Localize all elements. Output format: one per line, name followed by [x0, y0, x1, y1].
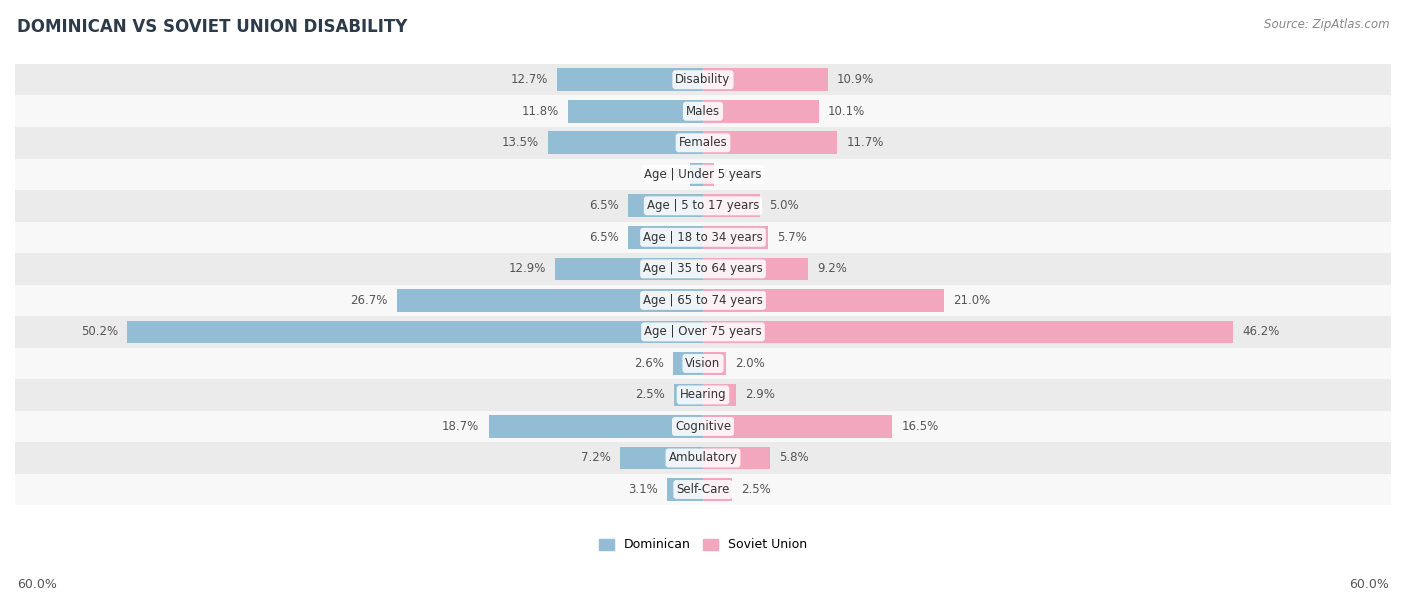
Bar: [703, 321, 1233, 343]
Text: Age | Under 5 years: Age | Under 5 years: [644, 168, 762, 181]
Bar: [675, 384, 703, 406]
Text: 7.2%: 7.2%: [582, 452, 612, 465]
Bar: [668, 478, 703, 501]
Bar: [703, 384, 737, 406]
Bar: [396, 289, 703, 312]
Text: 21.0%: 21.0%: [953, 294, 990, 307]
Text: Age | 5 to 17 years: Age | 5 to 17 years: [647, 200, 759, 212]
Bar: [690, 163, 703, 185]
Text: 10.1%: 10.1%: [828, 105, 865, 118]
Text: 10.9%: 10.9%: [837, 73, 875, 86]
Bar: [15, 64, 1391, 95]
Bar: [703, 258, 808, 280]
Bar: [703, 195, 761, 217]
Text: Age | 65 to 74 years: Age | 65 to 74 years: [643, 294, 763, 307]
Bar: [15, 379, 1391, 411]
Text: 5.8%: 5.8%: [779, 452, 808, 465]
Bar: [568, 100, 703, 122]
Bar: [703, 69, 828, 91]
Text: Cognitive: Cognitive: [675, 420, 731, 433]
Text: Self-Care: Self-Care: [676, 483, 730, 496]
Bar: [15, 159, 1391, 190]
Text: 46.2%: 46.2%: [1241, 326, 1279, 338]
Text: Age | 18 to 34 years: Age | 18 to 34 years: [643, 231, 763, 244]
Text: 26.7%: 26.7%: [350, 294, 388, 307]
Bar: [15, 348, 1391, 379]
Bar: [15, 253, 1391, 285]
Text: 3.1%: 3.1%: [628, 483, 658, 496]
Text: Age | 35 to 64 years: Age | 35 to 64 years: [643, 263, 763, 275]
Bar: [620, 447, 703, 469]
Bar: [555, 258, 703, 280]
Text: 0.95%: 0.95%: [723, 168, 761, 181]
Bar: [128, 321, 703, 343]
Text: 11.7%: 11.7%: [846, 136, 884, 149]
Bar: [15, 285, 1391, 316]
Bar: [488, 415, 703, 438]
Bar: [703, 352, 725, 375]
Text: 9.2%: 9.2%: [818, 263, 848, 275]
Text: 60.0%: 60.0%: [1350, 578, 1389, 591]
Text: Vision: Vision: [685, 357, 721, 370]
Legend: Dominican, Soviet Union: Dominican, Soviet Union: [593, 534, 813, 556]
Bar: [703, 132, 837, 154]
Text: 13.5%: 13.5%: [502, 136, 538, 149]
Bar: [15, 222, 1391, 253]
Bar: [15, 95, 1391, 127]
Bar: [628, 226, 703, 248]
Bar: [703, 163, 714, 185]
Bar: [15, 411, 1391, 442]
Bar: [703, 289, 943, 312]
Bar: [15, 190, 1391, 222]
Text: 5.7%: 5.7%: [778, 231, 807, 244]
Bar: [15, 442, 1391, 474]
Text: 2.0%: 2.0%: [735, 357, 765, 370]
Bar: [703, 100, 818, 122]
Text: Females: Females: [679, 136, 727, 149]
Text: DOMINICAN VS SOVIET UNION DISABILITY: DOMINICAN VS SOVIET UNION DISABILITY: [17, 18, 408, 36]
Bar: [15, 316, 1391, 348]
Text: 2.5%: 2.5%: [741, 483, 770, 496]
Text: Age | Over 75 years: Age | Over 75 years: [644, 326, 762, 338]
Text: 16.5%: 16.5%: [901, 420, 939, 433]
Text: 6.5%: 6.5%: [589, 200, 619, 212]
Text: Hearing: Hearing: [679, 389, 727, 401]
Bar: [15, 127, 1391, 159]
Bar: [703, 478, 731, 501]
Text: Males: Males: [686, 105, 720, 118]
Text: 2.6%: 2.6%: [634, 357, 664, 370]
Bar: [628, 195, 703, 217]
Bar: [673, 352, 703, 375]
Text: 18.7%: 18.7%: [441, 420, 479, 433]
Bar: [703, 226, 768, 248]
Bar: [15, 474, 1391, 506]
Text: 11.8%: 11.8%: [522, 105, 558, 118]
Text: 5.0%: 5.0%: [769, 200, 799, 212]
Text: Source: ZipAtlas.com: Source: ZipAtlas.com: [1264, 18, 1389, 31]
Text: 2.9%: 2.9%: [745, 389, 775, 401]
Text: Disability: Disability: [675, 73, 731, 86]
Text: 12.7%: 12.7%: [510, 73, 548, 86]
Text: 50.2%: 50.2%: [82, 326, 118, 338]
Bar: [548, 132, 703, 154]
Bar: [703, 447, 769, 469]
Bar: [557, 69, 703, 91]
Text: 6.5%: 6.5%: [589, 231, 619, 244]
Text: 60.0%: 60.0%: [17, 578, 56, 591]
Text: 12.9%: 12.9%: [509, 263, 546, 275]
Bar: [703, 415, 893, 438]
Text: 2.5%: 2.5%: [636, 389, 665, 401]
Text: 1.1%: 1.1%: [651, 168, 682, 181]
Text: Ambulatory: Ambulatory: [668, 452, 738, 465]
